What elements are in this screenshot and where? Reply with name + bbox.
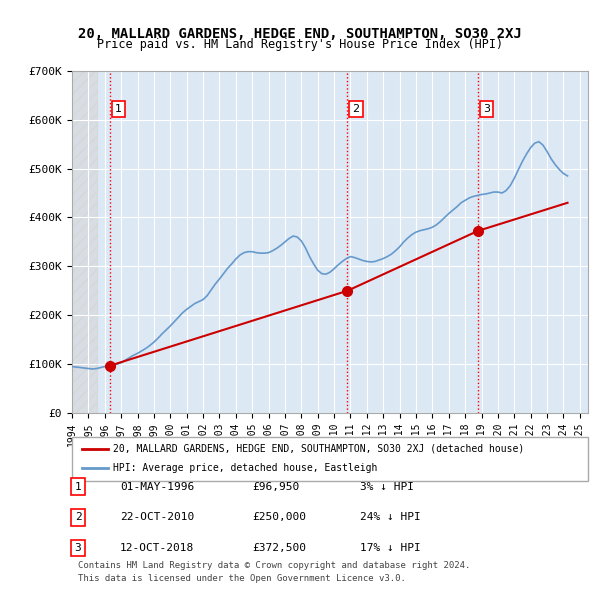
Text: 2: 2 — [74, 513, 82, 522]
Text: 3: 3 — [74, 543, 82, 553]
Text: £372,500: £372,500 — [252, 543, 306, 553]
Text: 17% ↓ HPI: 17% ↓ HPI — [360, 543, 421, 553]
Bar — [72, 71, 97, 413]
Text: Price paid vs. HM Land Registry's House Price Index (HPI): Price paid vs. HM Land Registry's House … — [97, 38, 503, 51]
Text: 3: 3 — [483, 104, 490, 114]
Text: £96,950: £96,950 — [252, 482, 299, 491]
Text: 20, MALLARD GARDENS, HEDGE END, SOUTHAMPTON, SO30 2XJ: 20, MALLARD GARDENS, HEDGE END, SOUTHAMP… — [78, 27, 522, 41]
Text: 12-OCT-2018: 12-OCT-2018 — [120, 543, 194, 553]
Text: 20, MALLARD GARDENS, HEDGE END, SOUTHAMPTON, SO30 2XJ (detached house): 20, MALLARD GARDENS, HEDGE END, SOUTHAMP… — [113, 444, 524, 454]
Text: Contains HM Land Registry data © Crown copyright and database right 2024.: Contains HM Land Registry data © Crown c… — [78, 561, 470, 570]
Text: 1: 1 — [74, 482, 82, 491]
Text: 3% ↓ HPI: 3% ↓ HPI — [360, 482, 414, 491]
Text: 01-MAY-1996: 01-MAY-1996 — [120, 482, 194, 491]
Text: 2: 2 — [352, 104, 359, 114]
Text: HPI: Average price, detached house, Eastleigh: HPI: Average price, detached house, East… — [113, 464, 377, 473]
Text: 24% ↓ HPI: 24% ↓ HPI — [360, 513, 421, 522]
FancyBboxPatch shape — [72, 437, 588, 481]
Text: £250,000: £250,000 — [252, 513, 306, 522]
Text: This data is licensed under the Open Government Licence v3.0.: This data is licensed under the Open Gov… — [78, 574, 406, 583]
Text: 1: 1 — [115, 104, 122, 114]
Text: 22-OCT-2010: 22-OCT-2010 — [120, 513, 194, 522]
